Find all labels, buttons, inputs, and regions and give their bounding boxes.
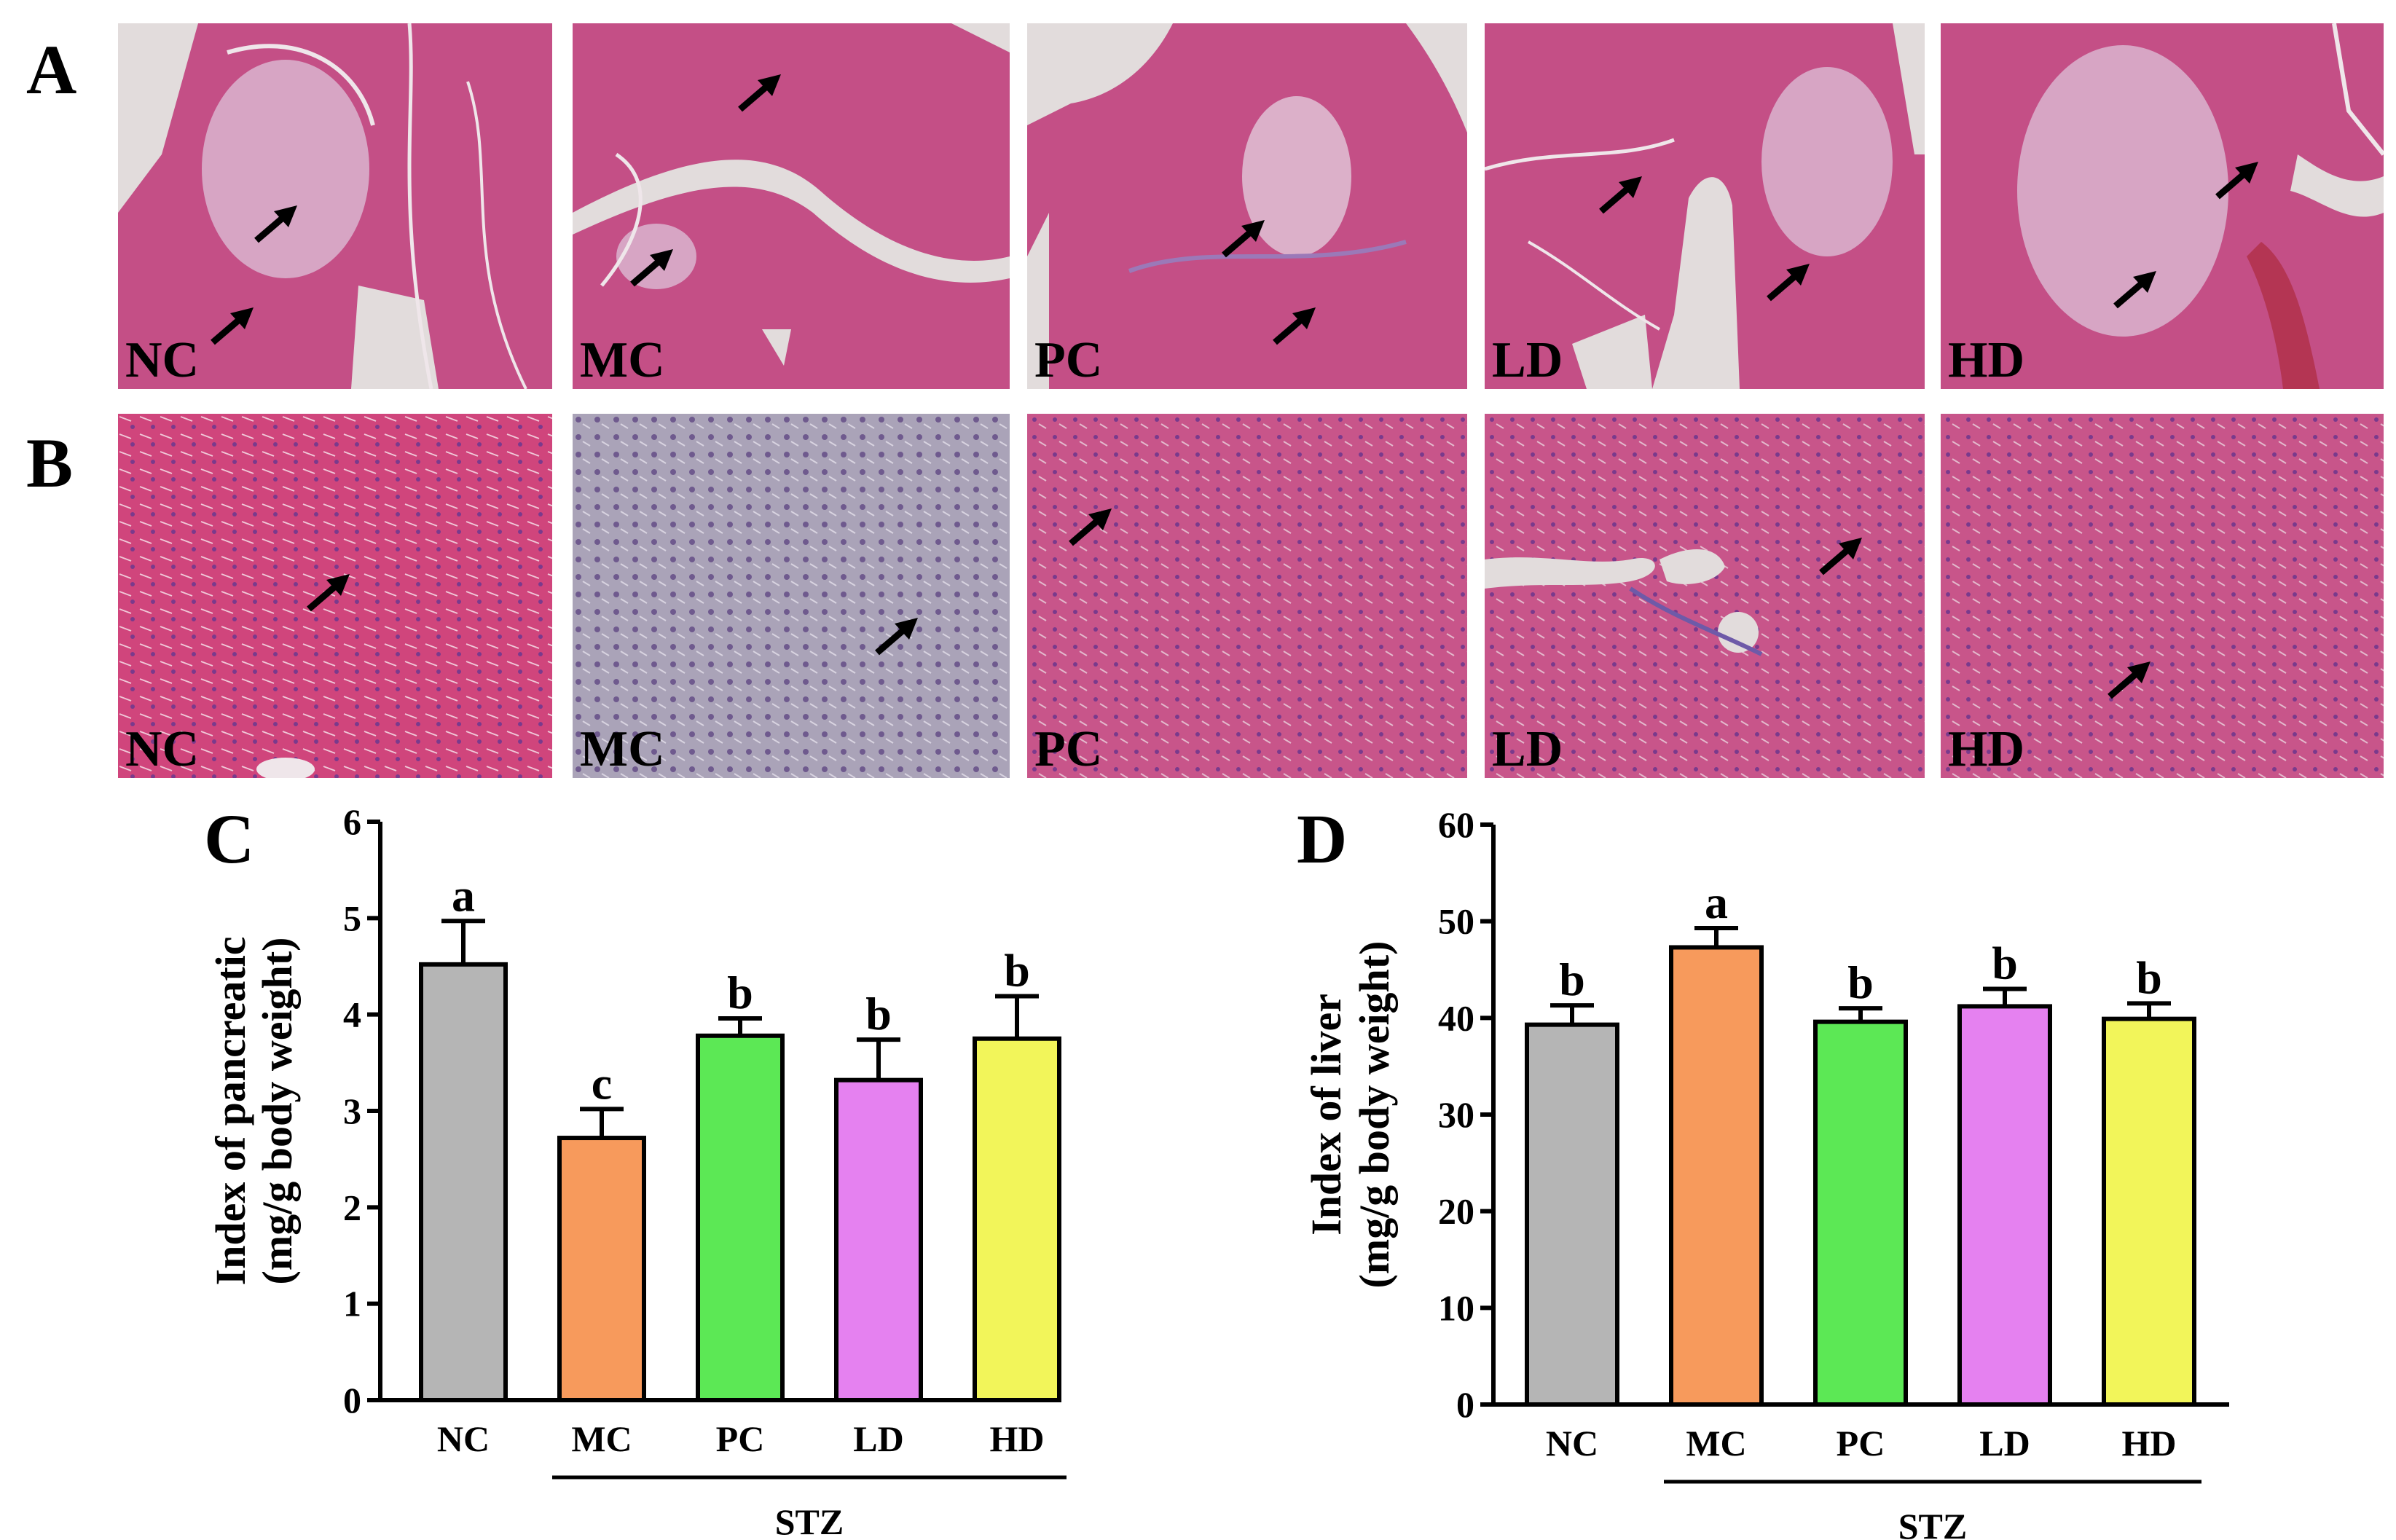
significance-label: b — [2136, 951, 2162, 1003]
liver-tissue-image — [1485, 414, 1925, 778]
micrograph-b-hd: HD — [1941, 414, 2384, 778]
bar-pc — [696, 1033, 785, 1402]
y-tick-label: 30 — [1438, 1094, 1474, 1135]
y-tick-label: 1 — [343, 1284, 361, 1324]
bar-hd — [973, 1036, 1061, 1402]
micrograph-a-pc: PC — [1027, 23, 1467, 389]
panel-letter: C — [204, 800, 254, 878]
x-tick-label: HD — [2122, 1423, 2177, 1464]
significance-label: b — [1847, 956, 1874, 1008]
x-tick-label: NC — [437, 1418, 490, 1459]
significance-label: b — [727, 967, 753, 1018]
panel-letter-a: A — [26, 31, 77, 109]
y-tick-label: 6 — [343, 801, 361, 842]
significance-label: b — [1004, 945, 1030, 997]
x-tick-label: HD — [990, 1418, 1045, 1459]
y-tick-label: 3 — [343, 1091, 361, 1131]
significance-label: a — [1705, 876, 1728, 928]
group-label: STZ — [1898, 1506, 1968, 1540]
bar-mc — [557, 1136, 646, 1402]
micrograph-label: NC — [125, 332, 200, 388]
micrograph-b-nc: NC — [118, 414, 552, 778]
y-axis-label-units: (mg/g body weight) — [1351, 941, 1398, 1289]
x-tick-label: PC — [1837, 1423, 1885, 1464]
x-tick-label: NC — [1546, 1423, 1598, 1464]
x-tick-label: MC — [1686, 1423, 1746, 1464]
y-tick-label: 5 — [343, 897, 361, 938]
significance-label: b — [1559, 954, 1585, 1005]
significance-label: b — [1992, 938, 2018, 989]
chart-c: C Index of pancreatic (mg/g body weight) 0 1… — [204, 800, 1067, 1540]
y-tick-label: 40 — [1438, 997, 1474, 1038]
liver-tissue-image — [1941, 414, 2384, 778]
y-tick-label: 0 — [343, 1380, 361, 1421]
y-axis-label: Index of liver — [1303, 994, 1350, 1235]
micrograph-label: PC — [1034, 332, 1103, 388]
x-tick-label: LD — [853, 1418, 903, 1459]
y-axis-label: Index of pancreatic — [207, 936, 254, 1285]
y-tick-label: 2 — [343, 1187, 361, 1227]
bar-hd — [2102, 1016, 2196, 1407]
bar-ld — [834, 1077, 923, 1402]
y-tick-label: 0 — [1456, 1384, 1474, 1425]
y-tick-label: 10 — [1438, 1287, 1474, 1328]
pancreas-tissue-image — [1027, 23, 1467, 389]
bar-nc — [1525, 1022, 1619, 1407]
bar-pc — [1813, 1019, 1908, 1407]
micrograph-label: HD — [1948, 332, 2024, 388]
liver-tissue-image — [573, 414, 1010, 778]
significance-label: b — [865, 988, 892, 1040]
pancreas-tissue-image — [118, 23, 552, 389]
y-tick-label: 20 — [1438, 1191, 1474, 1232]
panel-letter-b: B — [26, 424, 74, 502]
micrograph-label: LD — [1492, 332, 1563, 388]
micrograph-label: MC — [580, 332, 665, 388]
bar-nc — [419, 962, 508, 1402]
x-tick-label: MC — [571, 1418, 632, 1459]
micrograph-label: HD — [1948, 721, 2024, 777]
pancreas-tissue-image — [1485, 23, 1925, 389]
group-label: STZ — [775, 1501, 844, 1540]
micrograph-a-mc: MC — [573, 23, 1010, 389]
bar-ld — [1957, 1004, 2052, 1407]
x-tick-label: LD — [1979, 1423, 2030, 1464]
micrograph-label: PC — [1034, 721, 1103, 777]
y-tick-label: 60 — [1438, 804, 1474, 845]
panel-letter: D — [1297, 800, 1347, 878]
micrograph-a-ld: LD — [1485, 23, 1925, 389]
chart-d: D Index of liver (mg/g body weight) 0 10 20 30… — [1297, 800, 2229, 1540]
pancreas-tissue-image — [573, 23, 1010, 389]
bar-mc — [1669, 945, 1764, 1407]
micrograph-b-mc: MC — [573, 414, 1010, 778]
x-tick-label: PC — [716, 1418, 765, 1459]
micrograph-b-ld: LD — [1485, 414, 1925, 778]
micrograph-label: MC — [580, 721, 665, 777]
micrograph-label: LD — [1492, 721, 1563, 777]
y-tick-label: 4 — [343, 994, 361, 1035]
liver-tissue-image — [118, 414, 552, 778]
y-tick-label: 50 — [1438, 901, 1474, 942]
pancreas-tissue-image — [1941, 23, 2384, 389]
micrograph-label: NC — [125, 721, 200, 777]
micrograph-b-pc: PC — [1027, 414, 1467, 778]
liver-tissue-image — [1027, 414, 1467, 778]
micrograph-a-hd: HD — [1941, 23, 2384, 389]
y-axis-label-units: (mg/g body weight) — [254, 938, 301, 1285]
significance-label: a — [452, 869, 475, 921]
micrograph-a-nc: NC — [118, 23, 552, 389]
significance-label: c — [592, 1057, 612, 1109]
